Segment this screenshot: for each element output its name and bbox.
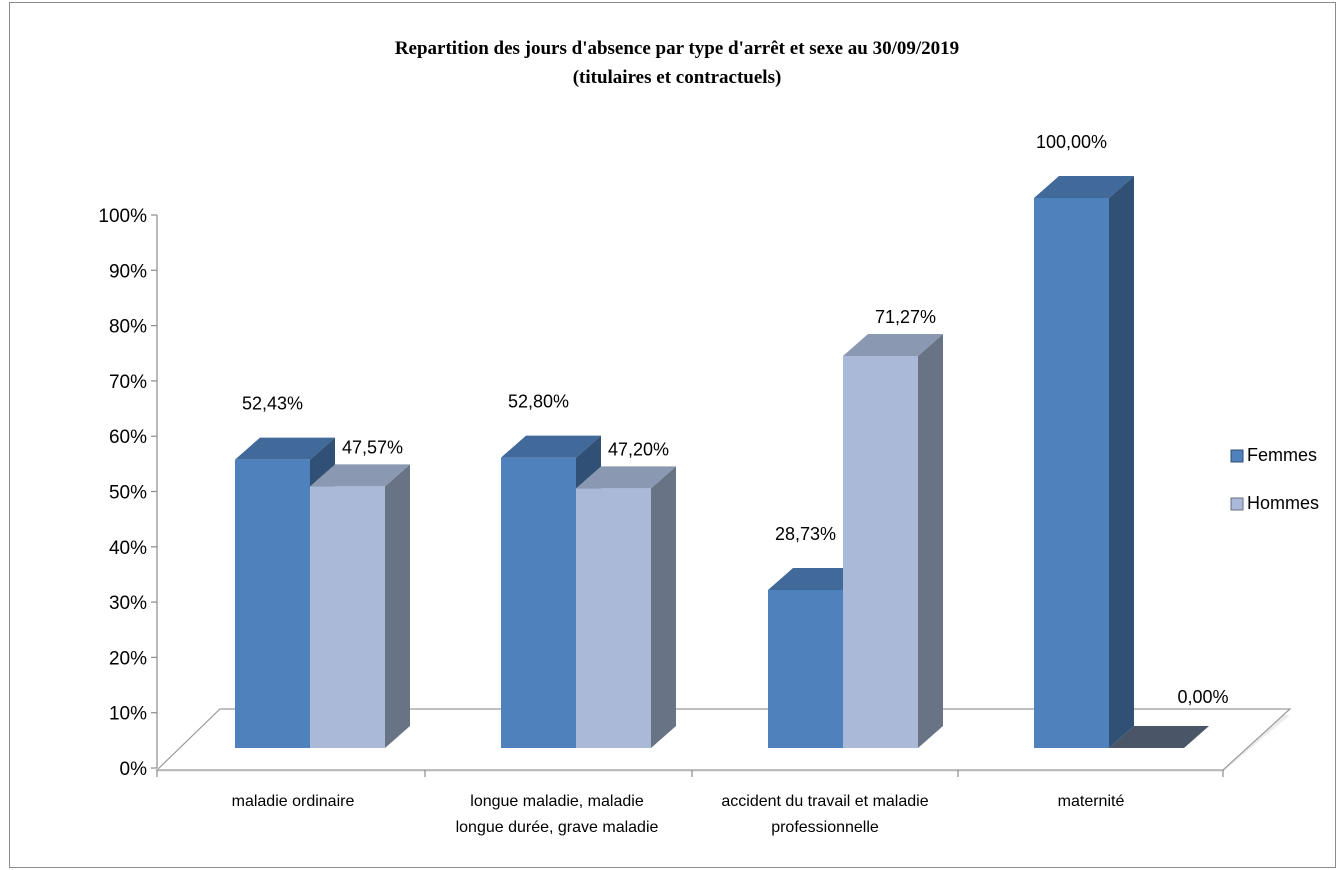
bar-hommes-3 — [1109, 726, 1209, 748]
data-label: 28,73% — [775, 524, 836, 544]
bar-side — [918, 334, 943, 748]
x-category-label: accident du travail et maladie — [721, 793, 928, 810]
x-category-label: longue durée, grave maladie — [456, 819, 659, 836]
bar-front — [843, 356, 918, 748]
data-label: 0,00% — [1177, 687, 1228, 707]
chart-frame: Repartition des jours d'absence par type… — [9, 2, 1336, 868]
bar-front — [1034, 198, 1109, 748]
bar-top — [235, 437, 335, 460]
x-category-label: maladie ordinaire — [232, 793, 355, 810]
data-label: 52,43% — [242, 394, 303, 414]
bar-top — [310, 464, 410, 487]
legend-label: Femmes — [1247, 445, 1317, 465]
y-tick-label: 80% — [109, 317, 147, 338]
bar-front — [576, 488, 651, 748]
chart-title: Repartition des jours d'absence par type… — [395, 38, 959, 59]
legend-swatch — [1230, 449, 1244, 463]
y-tick-label: 0% — [120, 759, 148, 780]
data-label: 52,80% — [508, 392, 569, 412]
bar-hommes-2 — [843, 334, 943, 748]
bar-femmes-3 — [1034, 176, 1134, 748]
bar-front — [501, 457, 576, 748]
chart-subtitle: (titulaires et contractuels) — [573, 67, 782, 88]
bar-chart: Repartition des jours d'absence par type… — [98, 38, 1319, 836]
y-tick-label: 30% — [109, 593, 147, 614]
y-tick-label: 40% — [109, 538, 147, 559]
bar-top — [501, 435, 601, 458]
bar-side — [1109, 176, 1134, 748]
bar-hommes-1 — [576, 466, 676, 748]
y-tick-label: 60% — [109, 427, 147, 448]
bar-front — [235, 459, 310, 748]
bar-side — [385, 464, 410, 748]
data-label: 47,57% — [342, 437, 403, 457]
data-label: 100,00% — [1036, 132, 1107, 152]
data-label: 47,20% — [608, 439, 669, 459]
y-tick-label: 100% — [98, 206, 147, 227]
x-category-label: longue maladie, maladie — [470, 793, 644, 810]
legend-swatch — [1230, 497, 1244, 511]
y-tick-label: 70% — [109, 372, 147, 393]
plot-area: 0% 10% 20% 30% 40% 50% 60% 70% 80% 90% 100% 52,43% 4… — [98, 132, 1292, 836]
bar-front — [310, 486, 385, 748]
legend-label: Hommes — [1247, 493, 1319, 513]
legend: Femmes Hommes — [1230, 445, 1319, 513]
bar-front — [768, 589, 843, 748]
y-tick-label: 90% — [109, 261, 147, 282]
bar-flat — [1109, 726, 1209, 748]
x-category-label: maternité — [1058, 793, 1125, 810]
bar-top — [576, 466, 676, 489]
bar-top — [843, 334, 943, 357]
y-tick-label: 50% — [109, 483, 147, 504]
bar-top — [1034, 176, 1134, 198]
bar-hommes-0 — [310, 464, 410, 748]
bar-side — [651, 466, 676, 748]
y-tick-label: 20% — [109, 648, 147, 669]
data-label: 71,27% — [875, 307, 936, 327]
x-category-label: professionnelle — [771, 819, 879, 836]
y-tick-label: 10% — [109, 704, 147, 725]
